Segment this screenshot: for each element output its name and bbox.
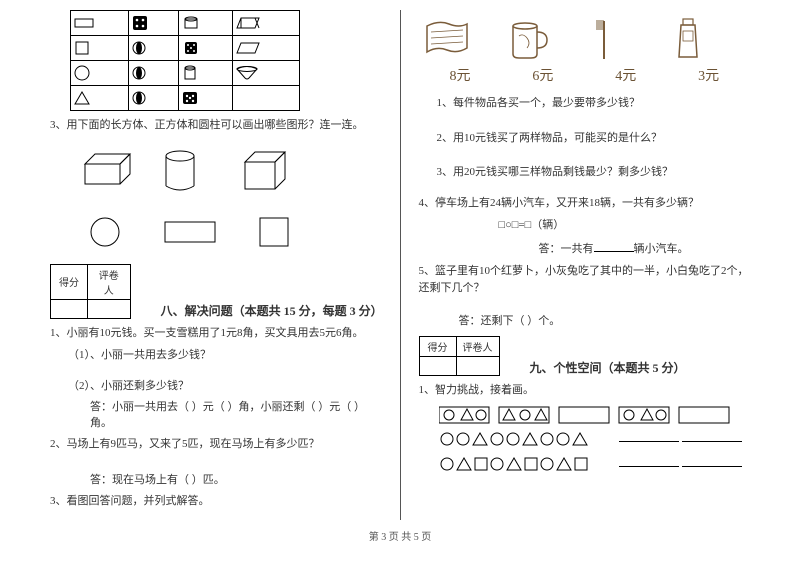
item-brush: 4元	[584, 15, 667, 85]
left-column: 3、用下面的长方体、正方体和圆柱可以画出哪些图形？连一连。	[40, 10, 392, 520]
q1-text: 1、小丽有10元钱。买一支雪糕用了1元8角，买文具用去5元6角。	[50, 325, 382, 342]
brush-price: 4元	[584, 65, 667, 85]
q4-ans-pre: 答：一共有	[539, 243, 594, 255]
r1-text: 1、每件物品各买一个，最少要带多少钱？	[437, 95, 751, 112]
q4-answer: 答：一共有 辆小汽车。	[539, 240, 751, 258]
r3-text: 3、用20元钱买哪三样物品剩钱最少？剩多少钱？	[437, 164, 751, 181]
q1-1-text: （1）、小丽一共用去多少钱？	[68, 347, 382, 364]
pattern-2-blank1	[619, 430, 679, 442]
right-column: 8元 6元 4元 3元 1、每件物品各买一个，最少要带多少钱？ 2、用10元钱买…	[409, 10, 761, 520]
score-box-9: 得分 评卷人	[419, 336, 500, 376]
pattern-3-blank2	[682, 455, 742, 467]
cup-price: 6元	[501, 65, 584, 85]
section-9-header: 得分 评卷人 九、个性空间（本题共 5 分）	[419, 336, 751, 376]
pattern-sequences	[439, 402, 751, 476]
section-8-title: 八、解决问题（本题共 15 分，每题 3 分）	[161, 302, 382, 319]
solids-row	[80, 144, 382, 204]
item-towel: 8元	[419, 18, 502, 85]
items-row: 8元 6元 4元 3元	[419, 15, 751, 85]
towel-price: 8元	[419, 65, 502, 85]
paste-price: 3元	[667, 65, 750, 85]
column-divider	[400, 10, 401, 520]
q9-1-text: 1、智力挑战，接着画。	[419, 382, 751, 399]
q4-ans-post: 辆小汽车。	[634, 243, 689, 255]
q5-answer: 答：还剩下（ ）个。	[459, 312, 751, 328]
score-label: 得分	[51, 264, 88, 299]
q2-text: 2、马场上有9匹马，又来了5匹，现在马场上有多少匹？	[50, 436, 382, 453]
pattern-row-3	[439, 451, 751, 476]
q3-text: 3、用下面的长方体、正方体和圆柱可以画出哪些图形？连一连。	[50, 117, 382, 134]
q4-calc: □○□=□（辆）	[499, 217, 751, 234]
pattern-row-2	[439, 426, 751, 451]
grader-label-9: 评卷人	[456, 337, 499, 357]
grader-label: 评卷人	[88, 264, 131, 299]
score-box: 得分 评卷人	[50, 264, 131, 319]
q3b-text: 3、看图回答问题，并列式解答。	[50, 493, 382, 510]
item-paste: 3元	[667, 15, 750, 85]
item-cup: 6元	[501, 18, 584, 85]
q4-blank	[594, 240, 634, 252]
q2-answer: 答：现在马场上有（ ）匹。	[90, 471, 382, 487]
section-9-title: 九、个性空间（本题共 5 分）	[530, 359, 686, 376]
flat-shapes-row	[80, 214, 382, 254]
q1-answer: 答：小丽一共用去（ ）元（ ）角，小丽还剩（ ）元（ ）角。	[90, 398, 382, 430]
pattern-2-blank2	[682, 430, 742, 442]
q1-2-text: （2）、小丽还剩多少钱？	[68, 378, 382, 395]
page-content: 3、用下面的长方体、正方体和圆柱可以画出哪些图形？连一连。	[0, 0, 800, 520]
pattern-3-blank1	[619, 455, 679, 467]
section-8-header: 得分 评卷人 八、解决问题（本题共 15 分，每题 3 分）	[50, 264, 382, 319]
score-label-9: 得分	[419, 337, 456, 357]
q4-text: 4、停车场上有24辆小汽车，又开来18辆，一共有多少辆？	[419, 195, 751, 212]
q5-text: 5、篮子里有10个红萝卜，小灰兔吃了其中的一半，小白兔吃了2个，还剩下几个？	[419, 263, 751, 296]
pattern-row-1	[439, 402, 751, 427]
shape-table	[70, 10, 300, 111]
r2-text: 2、用10元钱买了两样物品，可能买的是什么？	[437, 130, 751, 147]
page-footer: 第 3 页 共 5 页	[0, 528, 800, 543]
